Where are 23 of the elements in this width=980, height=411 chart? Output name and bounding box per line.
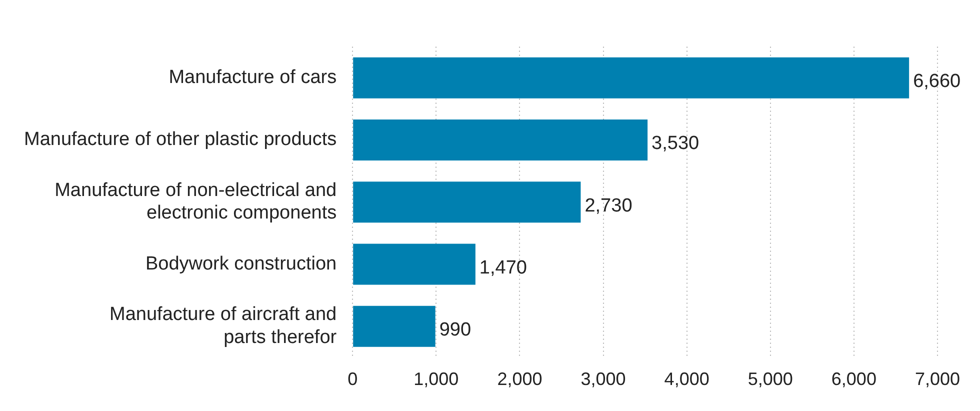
y-tick-label: Manufacture of aircraft and parts therefor (110, 304, 338, 348)
x-tick-label: 0 (348, 369, 358, 390)
y-tick-label: Manufacture of other plastic products (24, 129, 337, 150)
bar (353, 182, 581, 223)
bar (353, 119, 648, 160)
bar (353, 306, 436, 347)
bar (353, 57, 910, 98)
bar (353, 244, 476, 285)
data-label: 3,530 (652, 133, 700, 154)
x-tick-label: 3,000 (580, 369, 626, 390)
data-label: 1,470 (479, 257, 527, 278)
data-label: 2,730 (584, 195, 632, 216)
data-label: 6,660 (913, 71, 961, 92)
x-tick-label: 1,000 (414, 369, 459, 390)
x-tick-label: 6,000 (831, 369, 876, 390)
y-tick-label: Manufacture of non-electrical and electronic components (54, 180, 337, 224)
y-tick-label: Bodywork construction (145, 253, 337, 274)
data-label: 990 (439, 320, 472, 341)
x-tick-label: 2,000 (497, 369, 542, 390)
x-tick-label: 5,000 (748, 369, 793, 390)
x-tick-label: 7,000 (914, 369, 960, 390)
x-tick-label: 4,000 (664, 369, 710, 390)
y-tick-label: Manufacture of cars (168, 67, 337, 88)
